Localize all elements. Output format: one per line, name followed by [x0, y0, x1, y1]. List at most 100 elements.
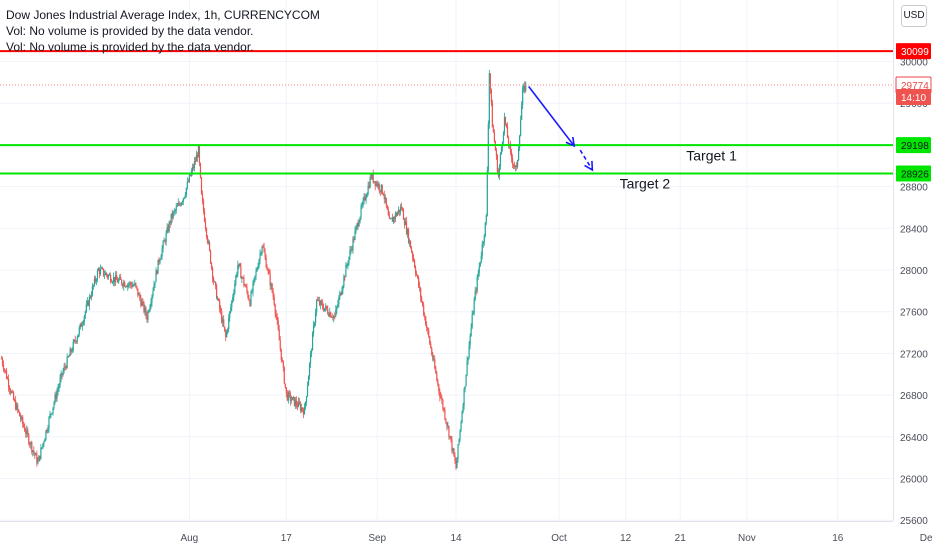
- candle-body: [287, 392, 289, 401]
- candle-body: [160, 256, 162, 260]
- candle-body: [201, 194, 204, 201]
- candle-body: [84, 311, 86, 317]
- candle-body: [143, 302, 145, 312]
- candle-body: [9, 389, 12, 393]
- candle-body: [206, 236, 209, 243]
- projection-arrows: [528, 86, 594, 172]
- candle-body: [72, 341, 74, 351]
- candle-body: [367, 185, 369, 194]
- candle-body: [421, 297, 423, 302]
- candle-body: [430, 343, 432, 348]
- candle-body: [521, 105, 523, 120]
- candle-body: [70, 349, 72, 352]
- candle-body: [118, 279, 120, 283]
- candle-body: [48, 417, 50, 429]
- candle-body: [432, 354, 434, 360]
- chart-grid: [0, 0, 930, 521]
- candle-body: [175, 206, 177, 211]
- candle-body: [384, 197, 386, 200]
- candle-body: [222, 319, 224, 323]
- candle-body: [389, 218, 391, 220]
- candle-body: [188, 174, 190, 182]
- candle-body: [248, 297, 250, 301]
- candle-body: [514, 165, 517, 167]
- candle-body: [477, 273, 479, 277]
- candle-body: [246, 286, 248, 292]
- candle-body: [448, 426, 450, 437]
- candle-body: [262, 246, 264, 248]
- candle-body: [0, 358, 3, 360]
- candle-body: [242, 277, 244, 279]
- projection-arrow-2[interactable]: [579, 149, 594, 171]
- candle-body: [350, 249, 352, 251]
- candle-body: [51, 412, 53, 414]
- candle-body: [235, 275, 237, 284]
- price-tick-label: 25600: [900, 516, 928, 527]
- candle-body: [150, 302, 152, 307]
- candle-body: [438, 384, 440, 392]
- candle-body: [398, 209, 401, 213]
- candle-body: [419, 286, 421, 288]
- candle-body: [449, 435, 451, 437]
- candle-body: [510, 151, 513, 159]
- candle-body: [366, 193, 368, 198]
- candle-body: [381, 184, 383, 194]
- candle-body: [315, 312, 317, 323]
- price-tick-label: 28400: [900, 224, 928, 235]
- candle-body: [3, 369, 6, 371]
- candle-body: [328, 313, 330, 317]
- candle-body: [217, 298, 219, 300]
- candle-body: [321, 300, 323, 304]
- candle-body: [305, 396, 308, 402]
- candle-body: [113, 277, 115, 282]
- candle-body: [490, 89, 492, 103]
- symbol-title[interactable]: Dow Jones Industrial Average Index, 1h, …: [6, 8, 320, 22]
- candle-body: [436, 373, 438, 381]
- candle-body: [210, 263, 213, 268]
- candle-body: [230, 307, 232, 312]
- candle-body: [56, 391, 58, 399]
- candle-body: [126, 286, 128, 288]
- candle-body: [478, 266, 480, 274]
- annotation-target-2[interactable]: Target 2: [620, 176, 671, 192]
- candle-body: [518, 148, 520, 161]
- candle-body: [185, 187, 187, 195]
- candle-body: [502, 132, 505, 142]
- candle-body: [356, 223, 358, 227]
- candle-body: [302, 410, 305, 415]
- candle-body: [63, 366, 65, 372]
- candle-body: [470, 327, 472, 337]
- candle-body: [108, 274, 111, 276]
- currency-button[interactable]: USD: [901, 5, 927, 27]
- candle-body: [456, 458, 458, 469]
- annotation-target-1[interactable]: Target 1: [686, 148, 737, 164]
- candle-body: [333, 315, 335, 319]
- candle-body: [372, 173, 374, 183]
- candle-body: [114, 277, 116, 283]
- candle-body: [407, 229, 410, 243]
- time-tick-label: Sep: [368, 533, 386, 544]
- candle-body: [273, 297, 275, 305]
- candle-body: [34, 452, 36, 456]
- candle-body: [489, 73, 491, 90]
- projection-arrow-1[interactable]: [528, 86, 575, 147]
- candle-body: [256, 269, 258, 271]
- price-tick-label: 26000: [900, 475, 928, 486]
- candle-body: [136, 286, 138, 289]
- candle-body: [99, 268, 102, 274]
- candle-body: [145, 307, 147, 316]
- candle-body: [119, 277, 121, 280]
- candle-body: [4, 369, 7, 372]
- candle-body: [433, 359, 435, 361]
- candle-body: [192, 166, 194, 168]
- candle-body: [23, 423, 25, 427]
- candle-body: [142, 301, 144, 303]
- price-tick-label: 27200: [900, 349, 928, 360]
- candle-body: [170, 213, 172, 224]
- candle-body: [454, 456, 456, 462]
- candle-body: [6, 378, 9, 380]
- candle-body: [424, 314, 426, 317]
- candle-body: [30, 442, 32, 445]
- candle-body: [250, 292, 252, 306]
